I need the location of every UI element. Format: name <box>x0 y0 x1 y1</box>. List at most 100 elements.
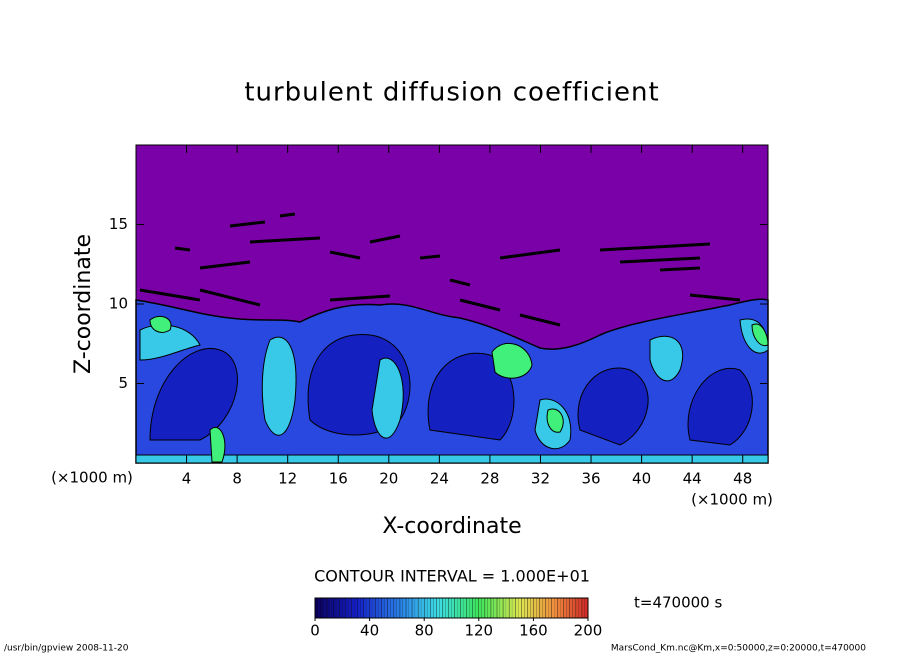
colorbar-stripe <box>460 597 464 619</box>
colorbar-stripe <box>490 597 495 619</box>
y-tick-label: 10 <box>109 295 128 313</box>
x-tick-label: 36 <box>581 470 600 488</box>
colorbar-tick-label: 160 <box>519 622 548 640</box>
colorbar-stripe <box>463 598 467 618</box>
colorbar-stripe <box>469 598 473 618</box>
colorbar-stripe <box>396 598 400 618</box>
colorbar-stripe <box>472 597 476 619</box>
colorbar-stripe <box>502 597 507 619</box>
colorbar-stripe <box>442 597 446 619</box>
colorbar-stripe <box>405 597 410 619</box>
field-low <box>149 333 753 446</box>
x-tick-label: 28 <box>480 470 499 488</box>
colorbar-stripe <box>399 597 404 619</box>
colorbar-stripe <box>366 598 370 618</box>
colorbar-stripe <box>506 598 510 618</box>
colorbar-stripe <box>427 598 431 618</box>
x-tick-label: 16 <box>329 470 348 488</box>
x-unit-left: (×1000 m) <box>51 469 133 487</box>
colorbar-stripe <box>324 598 328 618</box>
colorbar-stripe <box>342 598 346 618</box>
colorbar-stripe <box>320 597 325 619</box>
colorbar-stripe <box>424 597 428 619</box>
contour-field <box>135 144 769 464</box>
colorbar-stripe <box>466 597 470 619</box>
colorbar-stripe <box>566 598 570 618</box>
colorbar-stripe <box>478 597 483 619</box>
colorbar-stripe <box>530 598 534 618</box>
colorbar-stripe <box>318 598 322 618</box>
colorbar-tick-label: 80 <box>415 622 434 640</box>
colorbar-tick-label: 200 <box>574 622 603 640</box>
field-contours <box>139 212 741 327</box>
colorbar-stripe <box>500 598 504 618</box>
y-tick-label: 5 <box>118 374 128 392</box>
contour-interval: CONTOUR INTERVAL = 1.000E+01 <box>314 567 590 586</box>
colorbar-stripe <box>415 598 419 618</box>
x-tick-label: 48 <box>733 470 752 488</box>
colorbar-stripe <box>390 598 394 618</box>
colorbar-stripe <box>430 597 434 619</box>
colorbar-stripe <box>348 598 352 618</box>
footer-left: /usr/bin/gpview 2008-11-20 <box>4 644 129 654</box>
colorbar-stripe <box>572 598 576 618</box>
colorbar-stripe <box>560 598 564 618</box>
colorbar-stripe <box>518 598 522 618</box>
x-axis-label: X-coordinate <box>382 514 521 539</box>
colorbar-stripe <box>369 597 373 619</box>
colorbar-stripe <box>433 598 437 618</box>
y-axis-label: Z-coordinate <box>71 234 96 374</box>
colorbar-stripe <box>515 597 519 619</box>
colorbar-stripe <box>451 598 455 618</box>
colorbar-stripe <box>542 598 546 618</box>
time-label: t=470000 s <box>634 594 722 612</box>
colorbar-stripe <box>575 597 580 619</box>
colorbar-stripe <box>333 597 337 619</box>
colorbar-frame <box>314 597 589 619</box>
colorbar-stripe <box>569 597 574 619</box>
colorbar-stripe <box>387 597 392 619</box>
x-tick-label: 4 <box>182 470 192 488</box>
colorbar-stripe <box>563 597 567 619</box>
x-tick-label: 20 <box>379 470 398 488</box>
colorbar-stripe <box>363 597 367 619</box>
x-tick-label: 12 <box>278 470 297 488</box>
x-tick-label: 32 <box>531 470 550 488</box>
chart-title: turbulent diffusion coefficient <box>244 78 659 108</box>
colorbar-stripe <box>421 598 425 618</box>
colorbar-stripe <box>584 598 588 618</box>
colorbar-stripe <box>402 598 406 618</box>
colorbar-tick-label: 120 <box>464 622 493 640</box>
colorbar-stripe <box>436 597 440 619</box>
footer-right: MarsCond_Km.nc@Km,x=0:50000,z=0:20000,t=… <box>611 644 866 654</box>
colorbar-stripe <box>393 597 398 619</box>
colorbar-stripe <box>354 598 358 618</box>
colorbar-stripe <box>481 598 485 618</box>
colorbar-stripe <box>384 598 388 618</box>
colorbar-stripe <box>411 597 416 619</box>
colorbar-stripe <box>484 597 489 619</box>
colorbar-stripe <box>548 598 552 618</box>
colorbar-stripe <box>557 597 561 619</box>
colorbar-stripe <box>351 597 355 619</box>
colorbar-tick-label: 0 <box>310 622 320 640</box>
colorbar-stripe <box>330 598 334 618</box>
colorbar-tick-label: 40 <box>360 622 379 640</box>
colorbar-stripe <box>417 597 422 619</box>
y-tick-label: 15 <box>109 215 128 233</box>
colorbar-stripe <box>578 598 582 618</box>
x-tick-label: 44 <box>683 470 702 488</box>
colorbar-stripe <box>581 597 586 619</box>
colorbar-stripe <box>345 597 349 619</box>
colorbar-stripe <box>375 597 379 619</box>
colorbar-stripe <box>496 597 501 619</box>
x-tick-label: 24 <box>430 470 449 488</box>
colorbar-stripe <box>521 597 525 619</box>
colorbar-stripe <box>378 598 382 618</box>
colorbar-stripe <box>475 598 479 618</box>
colorbar-stripe <box>487 598 491 618</box>
field-high <box>149 315 769 463</box>
colorbar-stripe <box>551 597 555 619</box>
colorbar-stripe <box>360 598 364 618</box>
